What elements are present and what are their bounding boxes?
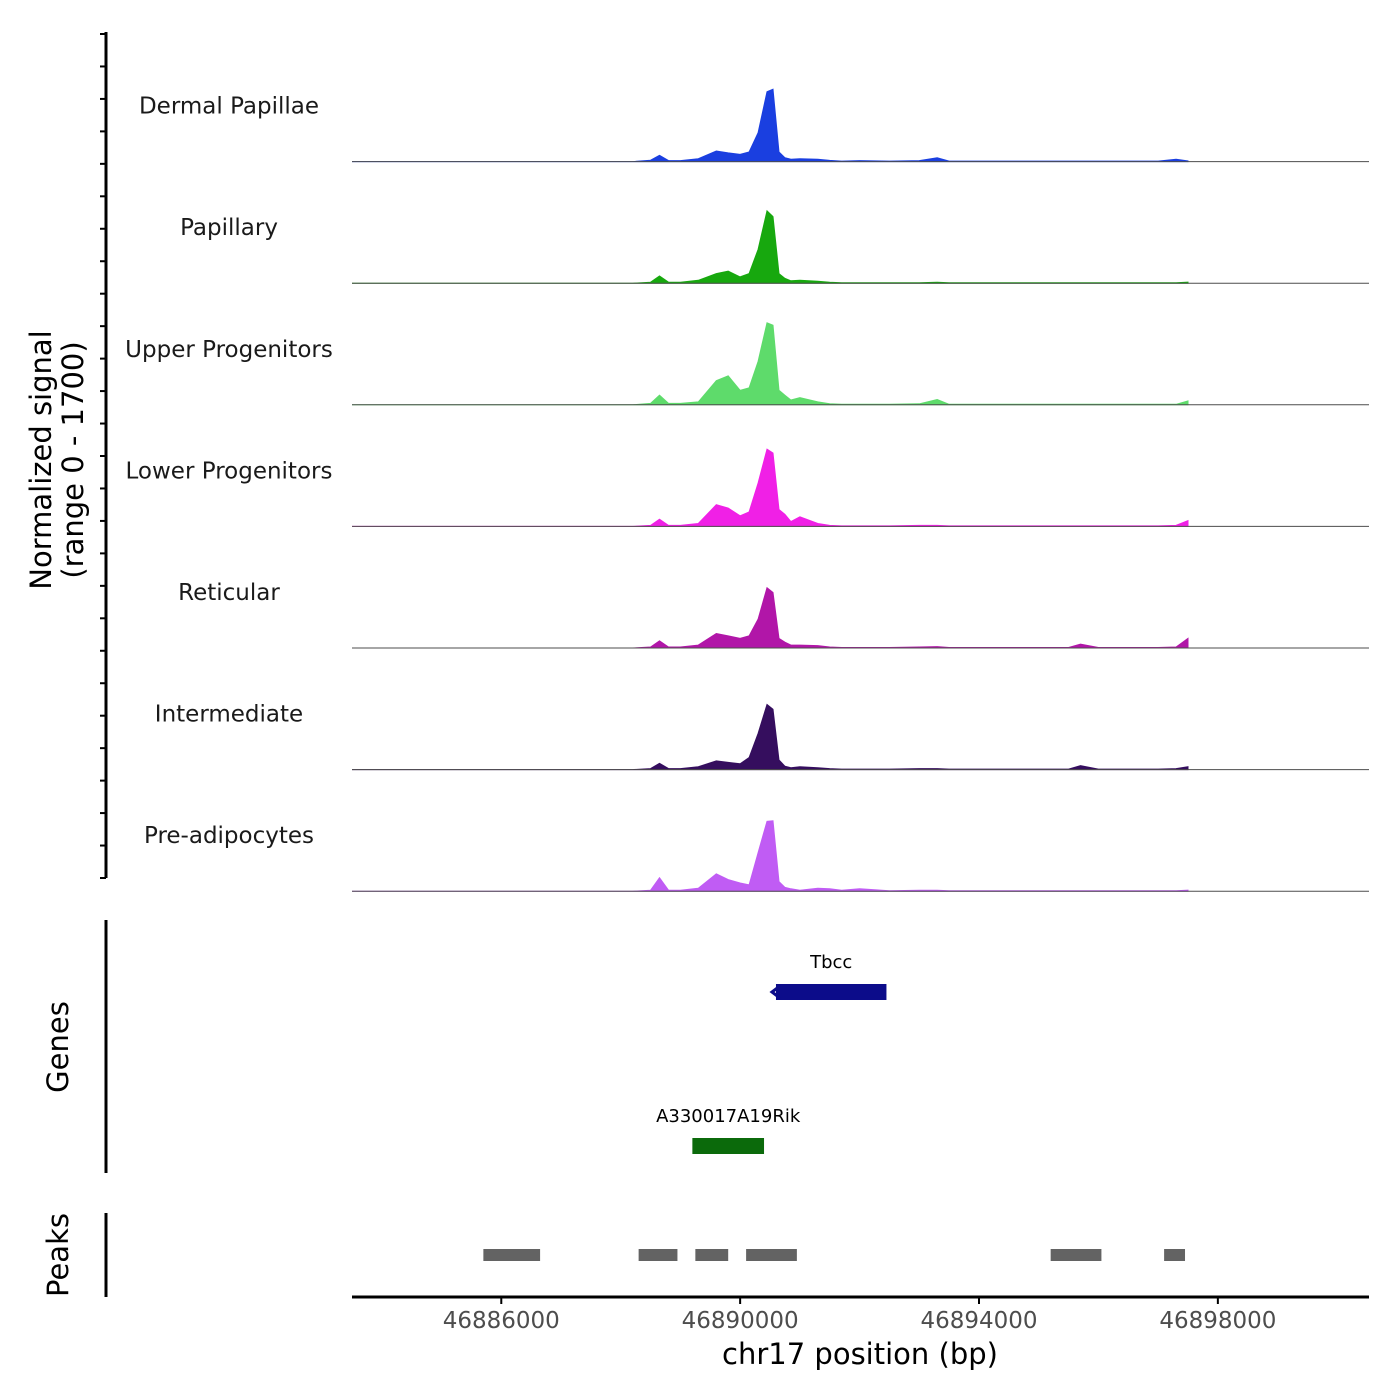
track-intermediate: Intermediate: [155, 702, 1369, 771]
track-label: Dermal Papillae: [139, 94, 319, 120]
x-tick-label: 46894000: [920, 1308, 1037, 1334]
peaks-track-label: Peaks: [41, 1213, 75, 1297]
peak: [746, 1249, 797, 1261]
track-label: Reticular: [178, 580, 280, 606]
peak-track: [483, 1249, 1186, 1261]
peak: [695, 1249, 729, 1261]
signal-area: [352, 88, 1189, 163]
signal-area: [352, 703, 1189, 771]
track-label: Lower Progenitors: [126, 458, 333, 484]
gene-track: Tbcc A330017A19Rik: [656, 952, 887, 1154]
gene-label: A330017A19Rik: [656, 1106, 801, 1127]
track-label: Intermediate: [155, 702, 303, 728]
peak: [1164, 1249, 1186, 1261]
y-axis-title-line-2: (range 0 - 1700): [56, 341, 90, 578]
x-tick-label: 46890000: [682, 1308, 799, 1334]
track-papillary: Papillary: [180, 209, 1369, 284]
genes-track-label: Genes: [41, 1001, 75, 1093]
track-pre-adipocytes: Pre-adipocytes: [144, 820, 1369, 892]
track-label: Papillary: [180, 215, 278, 241]
y-axis-title: Normalized signal (range 0 - 1700): [24, 330, 90, 589]
signal-area: [352, 448, 1189, 527]
signal-area: [352, 322, 1189, 406]
gene-tbcc: Tbcc: [769, 952, 887, 1000]
x-tick-label: 46886000: [443, 1308, 560, 1334]
peak: [1050, 1249, 1102, 1261]
x-tick-label: 46898000: [1159, 1308, 1276, 1334]
peak: [638, 1249, 678, 1261]
track-label: Pre-adipocytes: [144, 823, 314, 849]
signal-y-axis-ticks: [100, 33, 106, 879]
x-axis-ticks: 46886000 46890000 46894000 46898000: [443, 1297, 1276, 1334]
gene-a330017a19rik: A330017A19Rik: [656, 1106, 801, 1154]
gene-body: [775, 984, 887, 1000]
track-reticular: Reticular: [178, 580, 1369, 649]
signal-area: [352, 586, 1189, 649]
signal-area: [352, 820, 1189, 892]
gene-label: Tbcc: [809, 952, 852, 973]
track-lower-progenitors: Lower Progenitors: [126, 448, 1369, 527]
signal-area: [352, 209, 1189, 284]
track-dermal-papillae: Dermal Papillae: [139, 88, 1369, 163]
signal-tracks: Dermal Papillae Papillary Upper Progenitor…: [125, 88, 1369, 892]
peak: [483, 1249, 541, 1261]
track-label: Upper Progenitors: [125, 337, 333, 363]
y-axis-title-line-1: Normalized signal: [24, 330, 58, 589]
track-upper-progenitors: Upper Progenitors: [125, 322, 1369, 406]
gene-body: [692, 1138, 765, 1154]
x-axis-title: chr17 position (bp): [722, 1337, 998, 1371]
strand-arrow-icon: [769, 984, 781, 1000]
